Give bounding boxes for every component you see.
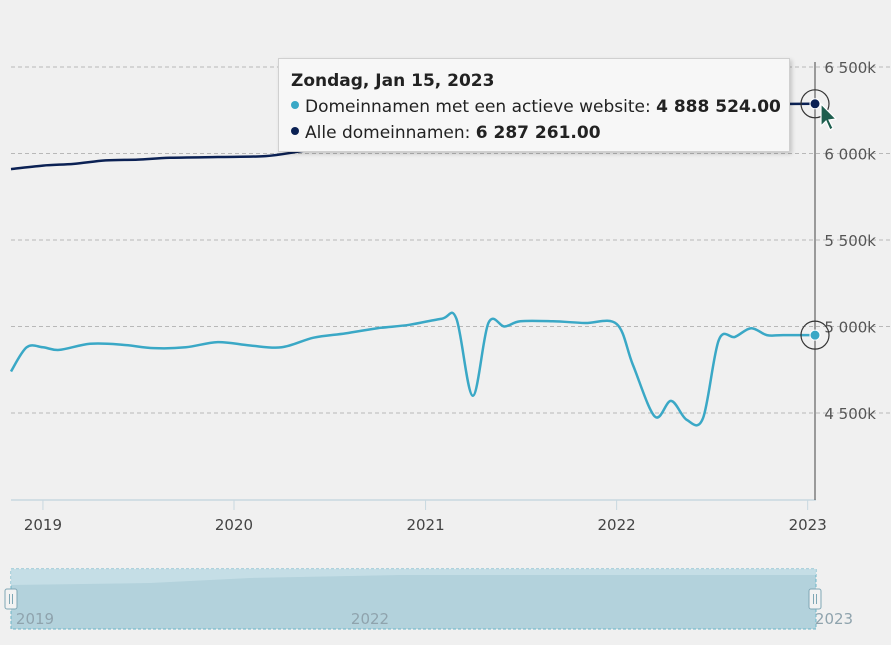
x-tick-label: 2020	[215, 516, 253, 534]
tooltip-value: 4 888 524.00	[656, 97, 781, 117]
y-tick-label: 5 000k	[824, 319, 876, 337]
y-axis-ticks: 4 500k 5 000k 5 500k 6 000k 6 500k	[824, 59, 876, 423]
series-layer	[9, 102, 816, 427]
x-tick-label: 2021	[406, 516, 444, 534]
chart-tooltip: Zondag, Jan 15, 2023 Domeinnamen met een…	[278, 58, 790, 152]
series-dot-icon	[291, 101, 299, 109]
x-tick-label: 2023	[789, 516, 827, 534]
navigator-series-shadow	[11, 569, 816, 585]
y-tick-label: 5 500k	[824, 232, 876, 250]
hover-point	[809, 98, 821, 110]
tooltip-value: 6 287 261.00	[475, 123, 601, 143]
hover-markers	[800, 89, 830, 350]
y-tick-label: 6 000k	[824, 146, 876, 164]
navigator-handle-left[interactable]	[4, 588, 18, 610]
series-line-actieve-website	[9, 311, 816, 427]
mouse-cursor-icon	[820, 102, 838, 131]
tooltip-row-all: Alle domeinnamen: 6 287 261.00	[291, 120, 777, 146]
x-tick-label: 2022	[598, 516, 636, 534]
x-tick-label: 2019	[24, 516, 62, 534]
tooltip-row-active: Domeinnamen met een actieve website: 4 8…	[291, 94, 781, 120]
hover-ring	[800, 320, 830, 350]
navigator-label: 2023	[815, 610, 853, 628]
x-axis-ticks: 2019 2020 2021 2022 2023	[24, 500, 827, 534]
y-tick-label: 6 500k	[824, 59, 876, 77]
navigator-handle-right[interactable]	[808, 588, 822, 610]
navigator-label: 2019	[16, 610, 54, 628]
series-dot-icon	[291, 127, 299, 135]
navigator-label: 2022	[351, 610, 389, 628]
tooltip-label: Alle domeinnamen:	[305, 123, 476, 143]
hover-ring	[800, 89, 830, 119]
tooltip-label: Domeinnamen met een actieve website:	[305, 97, 657, 117]
tooltip-title: Zondag, Jan 15, 2023	[291, 71, 495, 91]
y-tick-label: 4 500k	[824, 405, 876, 423]
navigator[interactable]: 2019 2022 2023	[4, 568, 853, 630]
hover-point	[809, 329, 821, 341]
navigator-labels: 2019 2022 2023	[16, 610, 853, 628]
